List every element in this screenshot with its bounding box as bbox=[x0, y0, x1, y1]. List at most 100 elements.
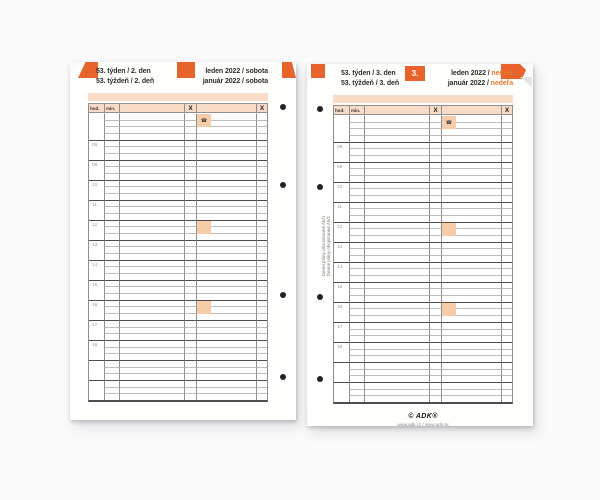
week-line-cz: 53. týden / 3. den bbox=[341, 70, 396, 77]
grid-row: 14 bbox=[89, 259, 267, 267]
product-side-text: Denní plány oboustranné A5/1 Denné plány… bbox=[321, 215, 331, 277]
grid-row bbox=[89, 146, 267, 154]
grid-row: 15 bbox=[334, 281, 512, 289]
date-line-cz: leden 2022 / sobota bbox=[205, 68, 268, 75]
day-name-cz: neděle bbox=[491, 70, 513, 77]
hour-label: 17 bbox=[92, 321, 98, 327]
grid-row bbox=[89, 346, 267, 354]
salmon-band bbox=[88, 93, 268, 101]
time-grid: ☎ 08 09 10 11 12 13 14 15 16 17 18 bbox=[88, 113, 268, 402]
adk-logo: © ADK® bbox=[408, 413, 438, 420]
planner-page-right: 3. 53. týden / 3. den 53. týždeň / 3. de… bbox=[307, 64, 533, 427]
right-page-top-left-tab bbox=[311, 64, 325, 78]
grid-row: 08 bbox=[89, 139, 267, 147]
grid-row bbox=[334, 335, 512, 342]
grid-row: 09 bbox=[334, 161, 512, 169]
x-column-header: X bbox=[501, 106, 512, 114]
binder-hole bbox=[280, 104, 286, 110]
grid-row bbox=[89, 333, 267, 340]
hour-label: 16 bbox=[92, 301, 98, 307]
grid-row bbox=[334, 148, 512, 156]
grid-row bbox=[89, 233, 267, 240]
grid-row: ☎ bbox=[89, 113, 267, 128]
hour-highlight-cell bbox=[442, 222, 456, 237]
hour-label: 11 bbox=[337, 203, 342, 209]
hour-label: 14 bbox=[92, 261, 98, 267]
grid-row bbox=[334, 168, 512, 176]
adk-url: www.adk.cz / www.adk.sk bbox=[397, 422, 449, 427]
grid-row bbox=[89, 193, 267, 200]
grid-row: 18 bbox=[89, 339, 267, 347]
grid-row: 13 bbox=[334, 241, 512, 249]
hour-label: 14 bbox=[337, 263, 343, 269]
grid-row: 11 bbox=[334, 201, 512, 209]
date-line-sk: január 2022 / nedeľa bbox=[447, 79, 513, 87]
grid-row bbox=[89, 226, 267, 234]
notes-column-header bbox=[196, 104, 256, 112]
grid-row bbox=[334, 315, 512, 322]
hour-label: 13 bbox=[337, 243, 343, 249]
x-column-header: X bbox=[184, 104, 196, 112]
grid-row bbox=[334, 381, 512, 389]
grid-row bbox=[89, 253, 267, 260]
phone-highlight-cell: ☎ bbox=[197, 114, 211, 128]
x-column-header: X bbox=[429, 106, 441, 114]
column-header-row: hod. min. X X bbox=[333, 105, 513, 115]
grid-row bbox=[334, 255, 512, 262]
grid-row bbox=[89, 286, 267, 294]
hour-highlight-cell bbox=[197, 300, 211, 315]
grid-row bbox=[334, 195, 512, 202]
hour-label: 09 bbox=[92, 161, 98, 167]
grid-row bbox=[334, 175, 512, 182]
grid-row bbox=[334, 368, 512, 376]
grid-row bbox=[334, 361, 512, 369]
grid-row bbox=[334, 215, 512, 222]
grid-row bbox=[89, 213, 267, 220]
grid-row bbox=[334, 208, 512, 216]
binder-hole bbox=[317, 184, 323, 190]
date-line-sk: január 2022 / sobota bbox=[202, 77, 268, 85]
grid-row bbox=[334, 288, 512, 296]
grid-row bbox=[89, 293, 267, 300]
grid-row bbox=[89, 306, 267, 314]
grid-row bbox=[89, 186, 267, 194]
hour-label: 10 bbox=[337, 183, 343, 189]
dog-ear-fold bbox=[520, 77, 532, 87]
grid-row bbox=[89, 393, 267, 400]
notes-column-header bbox=[119, 104, 184, 112]
grid-row bbox=[334, 235, 512, 242]
grid-row bbox=[89, 133, 267, 140]
x-column-header: X bbox=[256, 104, 267, 112]
grid-row bbox=[89, 119, 267, 127]
grid-row: 17 bbox=[89, 319, 267, 327]
grid-row: 17 bbox=[334, 321, 512, 329]
hour-label: 18 bbox=[337, 343, 343, 349]
grid-row bbox=[89, 266, 267, 274]
grid-row bbox=[89, 273, 267, 280]
min-column-header: min. bbox=[349, 106, 364, 114]
hour-label: 16 bbox=[337, 303, 343, 309]
binder-hole bbox=[280, 374, 286, 380]
binder-hole bbox=[317, 294, 323, 300]
hour-highlight-cell bbox=[197, 220, 211, 235]
grid-row bbox=[334, 275, 512, 282]
hour-label: 12 bbox=[337, 223, 343, 229]
date-line-cz: leden 2022 / neděle bbox=[451, 70, 513, 77]
week-line-cz: 53. týden / 2. den bbox=[96, 68, 151, 75]
right-date-header: leden 2022 / neděle január 2022 / nedeľa bbox=[448, 69, 513, 88]
grid-row: 12 bbox=[334, 221, 512, 237]
hod-column-header: hod. bbox=[90, 105, 100, 111]
grid-row bbox=[89, 359, 267, 367]
grid-row bbox=[334, 268, 512, 276]
grid-row: 15 bbox=[89, 279, 267, 287]
grid-row bbox=[334, 355, 512, 362]
grid-row: 16 bbox=[89, 299, 267, 315]
left-page-top-center-tab bbox=[177, 62, 195, 78]
hour-label: 18 bbox=[92, 341, 98, 347]
grid-row bbox=[334, 328, 512, 336]
planner-page-left: 53. týden / 2. den 53. týždeň / 2. deň l… bbox=[70, 62, 296, 420]
hour-label: 10 bbox=[92, 181, 98, 187]
grid-row bbox=[334, 395, 512, 402]
grid-row bbox=[89, 126, 267, 134]
min-column-header: min. bbox=[104, 104, 119, 112]
